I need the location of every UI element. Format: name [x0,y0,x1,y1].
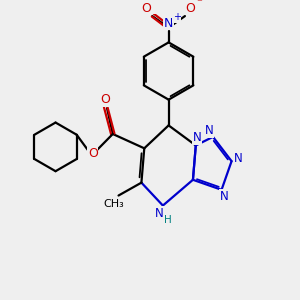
Text: H: H [164,215,172,225]
Text: N: N [164,17,173,30]
Text: O: O [142,2,152,15]
Text: O: O [88,147,98,160]
Text: N: N [220,190,229,202]
Text: N: N [155,207,164,220]
Text: O: O [100,93,110,106]
Text: N: N [193,131,202,144]
Text: O: O [186,2,196,15]
Text: +: + [172,13,181,22]
Text: CH₃: CH₃ [103,199,124,208]
Text: N: N [234,152,243,165]
Text: ⁻: ⁻ [196,0,202,8]
Text: N: N [205,124,214,137]
